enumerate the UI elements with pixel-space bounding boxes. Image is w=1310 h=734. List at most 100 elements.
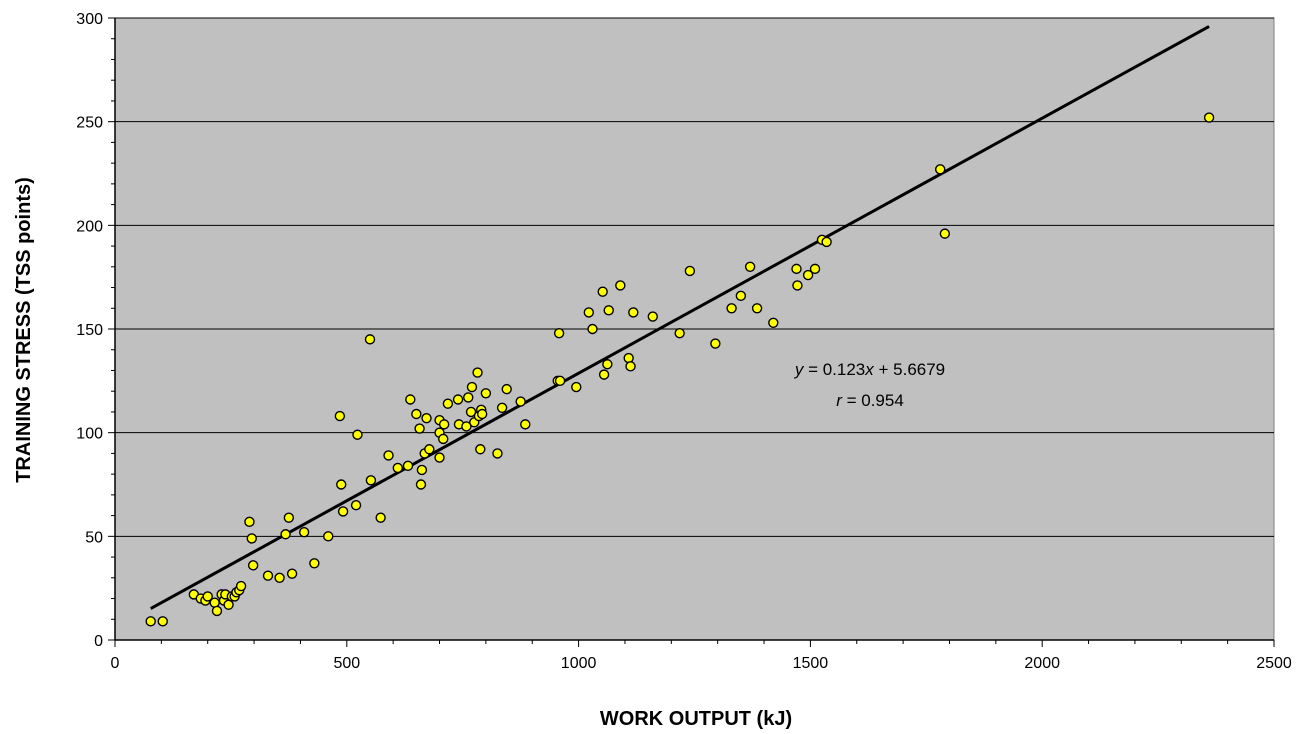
data-point	[735, 290, 747, 302]
data-point	[375, 512, 386, 523]
data-point	[554, 375, 566, 387]
y-ticks	[108, 17, 115, 641]
data-point	[202, 591, 213, 602]
x-tick-label: 0	[111, 655, 120, 672]
data-point	[615, 280, 626, 291]
data-point	[751, 303, 763, 314]
data-point	[583, 307, 594, 318]
x-tick-labels: 0 500 1000 1500 2000 2500	[111, 655, 1292, 672]
data-point	[602, 359, 613, 370]
x-tick-label: 1000	[561, 655, 597, 672]
data-point	[235, 580, 247, 592]
data-point	[336, 479, 347, 490]
y-tick-label: 0	[94, 633, 103, 650]
data-point	[262, 570, 274, 581]
data-point	[157, 616, 168, 627]
data-point	[461, 421, 472, 432]
data-point	[935, 164, 946, 175]
data-point	[350, 500, 362, 511]
data-point	[247, 560, 259, 571]
data-point	[414, 423, 425, 434]
equation-intercept: + 5.6679	[874, 360, 945, 379]
data-point	[597, 286, 608, 297]
data-point	[286, 568, 298, 579]
data-point	[364, 334, 376, 345]
grid-lines	[115, 17, 1274, 537]
data-point	[463, 392, 474, 403]
data-point	[1203, 112, 1215, 123]
equation-slope: = 0.123	[803, 360, 865, 379]
data-point	[726, 303, 737, 314]
data-point	[476, 408, 488, 420]
y-tick-label: 100	[76, 426, 103, 443]
data-point	[405, 394, 416, 405]
equation-y-var: y	[794, 360, 805, 379]
data-point	[280, 529, 291, 540]
data-point	[246, 533, 257, 544]
data-point	[442, 398, 454, 409]
data-point	[244, 516, 255, 528]
data-point	[466, 381, 478, 393]
data-point	[298, 526, 310, 538]
data-point	[415, 479, 427, 490]
data-point	[145, 616, 156, 627]
data-point	[710, 338, 721, 349]
data-point	[274, 572, 285, 583]
data-point	[472, 367, 483, 378]
y-tick-label: 150	[76, 322, 103, 339]
data-point	[365, 475, 377, 486]
data-point	[434, 452, 445, 463]
data-point	[352, 429, 363, 440]
correlation-label: r = 0.954	[836, 391, 904, 410]
data-point	[515, 396, 526, 407]
data-point	[496, 402, 508, 413]
y-tick-label: 300	[76, 11, 103, 28]
data-point	[383, 450, 394, 461]
data-point	[792, 280, 803, 291]
data-point	[809, 263, 821, 275]
data-point	[802, 269, 814, 281]
data-point	[571, 381, 582, 393]
data-point	[465, 406, 477, 418]
data-point	[334, 410, 346, 422]
data-point	[623, 352, 634, 364]
data-point	[424, 444, 435, 455]
x-ticks	[114, 640, 1275, 647]
y-tick-labels: 0 50 100 150 200 250 300	[76, 11, 103, 650]
data-point	[501, 383, 512, 395]
data-point	[553, 327, 565, 339]
data-point	[625, 361, 636, 372]
data-point	[674, 327, 685, 339]
x-tick-label: 500	[333, 655, 360, 672]
y-tick-label: 200	[76, 218, 103, 235]
y-tick-label: 250	[76, 115, 103, 132]
data-point	[309, 558, 320, 569]
data-point	[323, 531, 334, 542]
data-point	[392, 462, 403, 474]
correlation-var: r	[836, 391, 843, 410]
data-point	[603, 305, 614, 316]
data-point	[402, 460, 414, 472]
equation-x-var: x	[864, 360, 874, 379]
data-point	[520, 419, 531, 430]
x-axis-title: WORK OUTPUT (kJ)	[600, 708, 792, 730]
data-point	[628, 307, 639, 318]
x-tick-label: 2500	[1256, 655, 1292, 672]
data-point	[411, 408, 422, 420]
y-axis-title: TRAINING STRESS (TSS points)	[13, 177, 35, 483]
data-point	[587, 323, 598, 335]
data-point	[480, 388, 492, 399]
data-point	[598, 369, 610, 380]
y-tick-label: 50	[85, 529, 103, 546]
data-point	[452, 394, 464, 405]
data-point	[416, 464, 428, 476]
data-point	[337, 506, 349, 517]
data-points	[145, 112, 1215, 627]
data-point	[209, 597, 220, 608]
x-tick-label: 2000	[1024, 655, 1060, 672]
equation-label: y = 0.123x + 5.6679	[794, 360, 945, 379]
data-point	[438, 433, 449, 445]
data-point	[283, 512, 295, 523]
correlation-value: = 0.954	[842, 391, 904, 410]
